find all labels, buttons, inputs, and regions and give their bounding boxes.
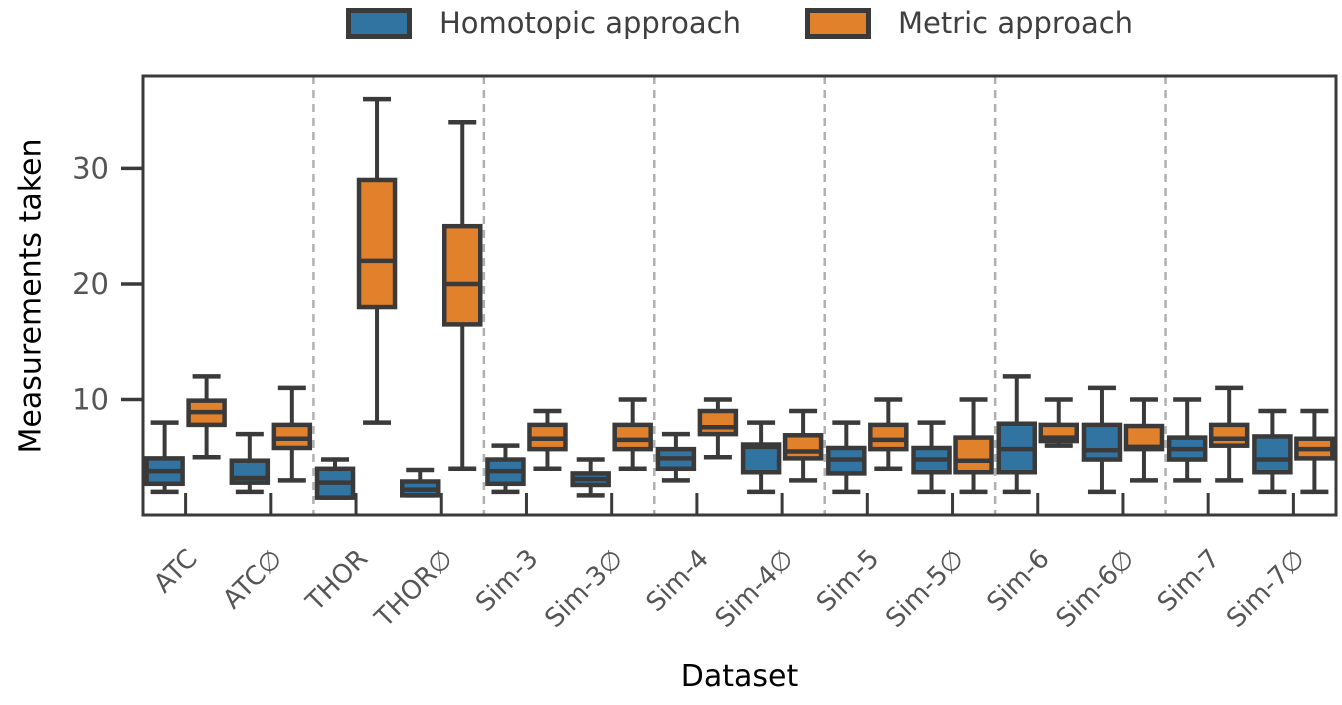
x-tick-label: Sim-5∅ bbox=[880, 544, 970, 634]
series-metric bbox=[186, 96, 1335, 495]
y-tick-label: 20 bbox=[72, 267, 109, 301]
box-Sim-3∅-homotopic bbox=[570, 457, 611, 498]
legend-label-metric: Metric approach bbox=[897, 6, 1134, 40]
box-Sim-5∅-homotopic bbox=[911, 420, 952, 495]
legend-label-homotopic: Homotopic approach bbox=[438, 6, 741, 40]
y-tick-label: 10 bbox=[72, 382, 109, 416]
box-Sim-6∅-metric bbox=[1123, 397, 1165, 483]
box-Sim-4∅-homotopic bbox=[740, 420, 782, 495]
box-Sim-7-homotopic bbox=[1166, 397, 1208, 483]
x-tick-label: Sim-4∅ bbox=[710, 544, 800, 634]
box-Sim-4-homotopic bbox=[655, 431, 697, 483]
box-Sim-7∅-homotopic bbox=[1252, 408, 1293, 495]
box-Sim-7∅-metric bbox=[1294, 408, 1335, 495]
box-Sim-6∅-homotopic bbox=[1081, 385, 1123, 495]
box-Sim-6-metric bbox=[1038, 397, 1079, 448]
legend-item-metric: Metric approach bbox=[804, 6, 1134, 40]
x-tick-label: Sim-4 bbox=[641, 544, 715, 618]
x-tick-label: ATC bbox=[148, 544, 203, 599]
legend-swatch-metric bbox=[804, 8, 871, 39]
legend-item-homotopic: Homotopic approach bbox=[345, 6, 741, 40]
box-Sim-5-homotopic bbox=[826, 420, 867, 495]
x-tick-label: THOR∅ bbox=[369, 544, 459, 634]
box-THOR-homotopic bbox=[314, 457, 356, 500]
box-ATC∅-metric bbox=[271, 385, 313, 483]
y-tick-label: 30 bbox=[72, 151, 109, 185]
box-ATC-metric bbox=[186, 374, 227, 460]
box-ATC∅-homotopic bbox=[229, 431, 271, 495]
box-Sim-4∅-metric bbox=[782, 408, 824, 483]
box-THOR-metric bbox=[356, 96, 398, 425]
y-axis: 10 20 30 bbox=[72, 151, 143, 416]
x-tick-label: Sim-6 bbox=[981, 544, 1055, 618]
box-Sim-6-homotopic bbox=[996, 374, 1037, 495]
box-Sim-5-metric bbox=[868, 397, 909, 472]
pair-separator-lines bbox=[312, 76, 1167, 515]
box-Sim-5∅-metric bbox=[953, 397, 994, 495]
x-tick-label: Sim-7 bbox=[1152, 544, 1226, 618]
x-tick-label: Sim-3 bbox=[470, 544, 544, 618]
box-Sim-3∅-metric bbox=[612, 397, 653, 472]
series-homotopic bbox=[144, 374, 1293, 500]
box-Sim-3-homotopic bbox=[485, 443, 526, 495]
box-THOR∅-homotopic bbox=[400, 467, 441, 498]
box-THOR∅-metric bbox=[442, 119, 483, 472]
box-Sim-4-metric bbox=[697, 397, 739, 460]
plot-border bbox=[141, 74, 1338, 517]
x-tick-label: Sim-7∅ bbox=[1221, 544, 1311, 634]
x-tick-label: Sim-5 bbox=[811, 544, 885, 618]
legend-swatch-homotopic bbox=[345, 8, 412, 39]
box-Sim-7-metric bbox=[1208, 385, 1250, 483]
x-tick-label: THOR bbox=[300, 544, 374, 618]
x-tick-label: Sim-3∅ bbox=[539, 544, 629, 634]
box-Sim-3-metric bbox=[527, 408, 568, 472]
x-axis-title: Dataset bbox=[680, 659, 799, 694]
x-tick-label: ATC∅ bbox=[217, 544, 288, 615]
box-ATC-homotopic bbox=[144, 420, 185, 495]
legend: Homotopic approach Metric approach bbox=[143, 8, 1336, 39]
x-tick-label: Sim-6∅ bbox=[1051, 544, 1141, 634]
